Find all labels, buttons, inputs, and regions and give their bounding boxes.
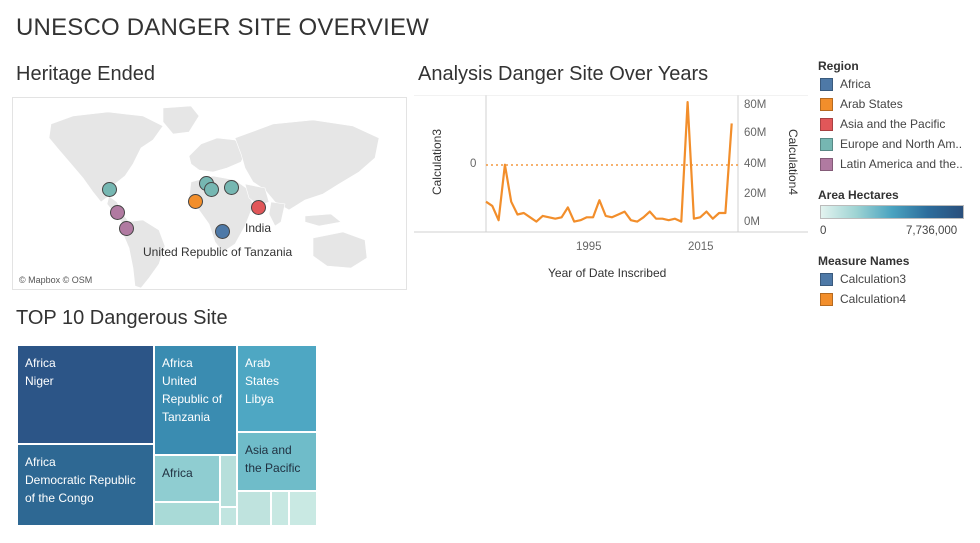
legend-label: Africa	[840, 77, 871, 91]
treemap-cell[interactable]	[220, 507, 237, 526]
legend-swatch	[820, 137, 833, 151]
treemap-cell-label-line: Niger	[25, 374, 54, 388]
legend-label: Asia and the Pacific	[840, 117, 946, 131]
treemap-cell[interactable]	[289, 491, 317, 526]
area-legend-title: Area Hectares	[818, 188, 899, 202]
line-chart-title: Analysis Danger Site Over Years	[418, 63, 709, 85]
treemap-cell-drc[interactable]: Africa Democratic Republic of the Congo	[17, 444, 154, 526]
legend-label: Latin America and the..	[840, 157, 963, 171]
legend-item-arab-states[interactable]: Arab States	[820, 96, 903, 112]
x-tick: 2015	[688, 241, 714, 253]
world-map-land	[48, 105, 380, 289]
treemap-cell-niger[interactable]: Africa Niger	[17, 345, 154, 444]
map-marker-arab-states[interactable]	[188, 194, 203, 209]
treemap-cell-label-line: Africa	[162, 466, 193, 480]
y-left-axis-title: Calculation3	[430, 128, 444, 196]
treemap-cell-label-line: Africa	[25, 455, 56, 469]
treemap-cell[interactable]	[220, 455, 237, 507]
dashboard-title: UNESCO DANGER SITE OVERVIEW	[16, 14, 430, 41]
treemap-cell-label-line: the Pacific	[245, 461, 301, 475]
line-chart-svg	[414, 95, 808, 233]
map-title: Heritage Ended	[16, 63, 155, 85]
legend-swatch	[820, 157, 833, 171]
map-marker-europe-north-america[interactable]	[102, 182, 117, 197]
treemap-cell-libya[interactable]: Arab States Libya	[237, 345, 317, 432]
y-right-axis-title: Calculation4	[786, 128, 800, 196]
map-marker-latin-america[interactable]	[119, 221, 134, 236]
legend-label: Calculation3	[840, 272, 907, 286]
x-axis-title: Year of Date Inscribed	[548, 266, 667, 280]
measure-legend-title: Measure Names	[818, 254, 910, 268]
area-legend-max: 7,736,000	[906, 225, 958, 237]
map-label-india: India	[245, 221, 272, 235]
treemap-cell-africa[interactable]: Africa	[154, 455, 220, 502]
series-line-calculation4[interactable]	[485, 101, 733, 223]
treemap-cell[interactable]	[154, 502, 220, 526]
line-chart[interactable]: Calculation3 0 Calculation4 80M 60M 40M …	[414, 95, 808, 285]
treemap-cell-label-line: Republic of	[162, 392, 223, 406]
y-left-tick: 0	[470, 158, 477, 170]
treemap-cell-label-line: Asia and	[245, 443, 292, 457]
y-right-tick: 80M	[744, 99, 767, 111]
legend-label: Arab States	[840, 97, 903, 111]
legend-label: Calculation4	[840, 292, 907, 306]
treemap-cell[interactable]	[237, 491, 271, 526]
treemap-cell-label: Africa	[162, 464, 215, 482]
map-marker-africa[interactable]	[215, 224, 230, 239]
treemap-cell-label-line: Libya	[245, 392, 274, 406]
map-label-tanzania: United Republic of Tanzania	[143, 245, 293, 259]
legend-item-europe-north-america[interactable]: Europe and North Am..	[820, 136, 962, 152]
treemap-cell-tanzania[interactable]: Africa United Republic of Tanzania	[154, 345, 237, 455]
treemap-cell-asia-pacific[interactable]: Asia and the Pacific	[237, 432, 317, 491]
x-tick: 1995	[576, 241, 602, 253]
treemap-cell-label-line: Africa	[25, 356, 56, 370]
legend-swatch	[820, 292, 833, 306]
treemap-title: TOP 10 Dangerous Site	[16, 307, 228, 329]
treemap-cell-label-line: States	[245, 374, 280, 388]
legend-item-calculation4[interactable]: Calculation4	[820, 291, 906, 307]
treemap-cell-label: Asia and the Pacific	[245, 441, 312, 477]
legend-swatch	[820, 117, 833, 131]
map-marker-europe-north-america[interactable]	[224, 180, 239, 195]
treemap[interactable]: Africa Niger Africa Democratic Republic of …	[17, 345, 317, 526]
region-legend-title: Region	[818, 59, 859, 73]
legend-item-calculation3[interactable]: Calculation3	[820, 271, 906, 287]
treemap-cell-label: Arab States Libya	[245, 354, 312, 408]
treemap-cell-label-line: Arab	[245, 356, 271, 370]
map-marker-latin-america[interactable]	[110, 205, 125, 220]
legend-item-africa[interactable]: Africa	[820, 76, 871, 92]
treemap-cell-label-line: Tanzania	[162, 410, 211, 424]
legend-swatch	[820, 77, 833, 91]
treemap-cell-label-line: United	[162, 374, 197, 388]
treemap-cell-label: Africa Niger	[25, 354, 149, 390]
treemap-cell-label-line: Democratic Republic	[25, 473, 136, 487]
map-attribution: © Mapbox © OSM	[19, 275, 93, 285]
legend-item-latin-america[interactable]: Latin America and the..	[820, 156, 963, 172]
y-right-tick: 60M	[744, 127, 767, 139]
legend-item-asia-pacific[interactable]: Asia and the Pacific	[820, 116, 945, 132]
y-right-tick: 20M	[744, 188, 767, 200]
treemap-cell-label: Africa Democratic Republic of the Congo	[25, 453, 149, 507]
treemap-cell[interactable]	[271, 491, 289, 526]
legend-label: Europe and North Am..	[840, 137, 963, 151]
heritage-map[interactable]: India United Republic of Tanzania © Mapb…	[12, 97, 407, 290]
area-legend-min: 0	[820, 225, 827, 237]
area-color-ramp	[820, 205, 964, 219]
y-right-tick: 40M	[744, 158, 767, 170]
legend-swatch	[820, 97, 833, 111]
y-right-tick: 0M	[744, 216, 760, 228]
map-marker-europe-north-america[interactable]	[204, 182, 219, 197]
map-marker-asia-pacific[interactable]	[251, 200, 266, 215]
legend-swatch	[820, 272, 833, 286]
treemap-cell-label-line: Africa	[162, 356, 193, 370]
treemap-cell-label-line: of the Congo	[25, 491, 94, 505]
treemap-cell-label: Africa United Republic of Tanzania	[162, 354, 232, 426]
